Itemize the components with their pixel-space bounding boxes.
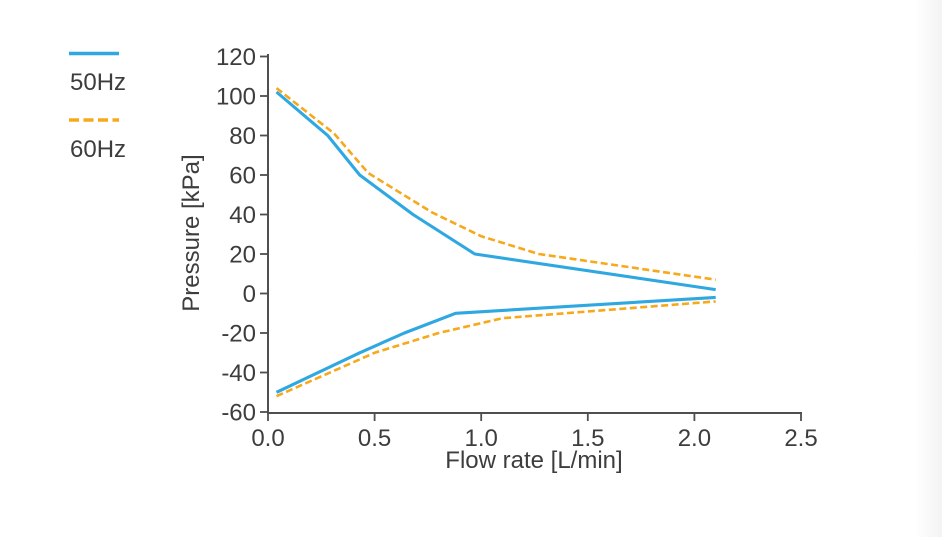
x-axis-title: Flow rate [L/min]	[445, 447, 622, 474]
y-axis-tick-label: 20	[229, 242, 256, 269]
y-axis-tick-label: 100	[216, 84, 256, 111]
y-axis-tick-label: 80	[229, 123, 256, 150]
legend-label-60hz: 60Hz	[70, 136, 126, 163]
chart-series	[275, 87, 716, 398]
y-axis-tick-label: 120	[216, 44, 256, 71]
x-axis-tick-label: 1.0	[465, 425, 498, 452]
legend-label-50hz: 50Hz	[70, 69, 126, 96]
y-axis-tick-label: 40	[229, 202, 256, 229]
y-axis-tick-label: -60	[221, 400, 256, 427]
series-line-50hz-pressure	[275, 90, 716, 292]
y-axis-tick-label: -40	[221, 360, 256, 387]
chart-axes: 120 100 80 60 40 20 0 -20 -40 -600.0 0.5 1.0 1.5 2.0 2…	[216, 44, 818, 452]
x-axis-tick-label: 2.0	[678, 425, 711, 452]
y-axis-tick-label: 60	[229, 163, 256, 190]
series-line-50hz-vacuum	[275, 295, 716, 394]
y-axis-tick-label: 0	[243, 281, 256, 308]
y-axis-tick-label: -20	[221, 321, 256, 348]
x-axis-tick-label: 2.5	[784, 425, 817, 452]
x-axis-tick-label: 0.0	[251, 425, 284, 452]
x-axis-tick-label: 1.5	[571, 425, 604, 452]
chart-legend: 50Hz 60Hz	[69, 51, 126, 163]
y-axis-title: Pressure [kPa]	[178, 154, 205, 311]
series-line-60hz-vacuum	[275, 300, 716, 398]
series-line-60hz-pressure	[275, 87, 716, 281]
x-axis-tick-label: 0.5	[358, 425, 391, 452]
